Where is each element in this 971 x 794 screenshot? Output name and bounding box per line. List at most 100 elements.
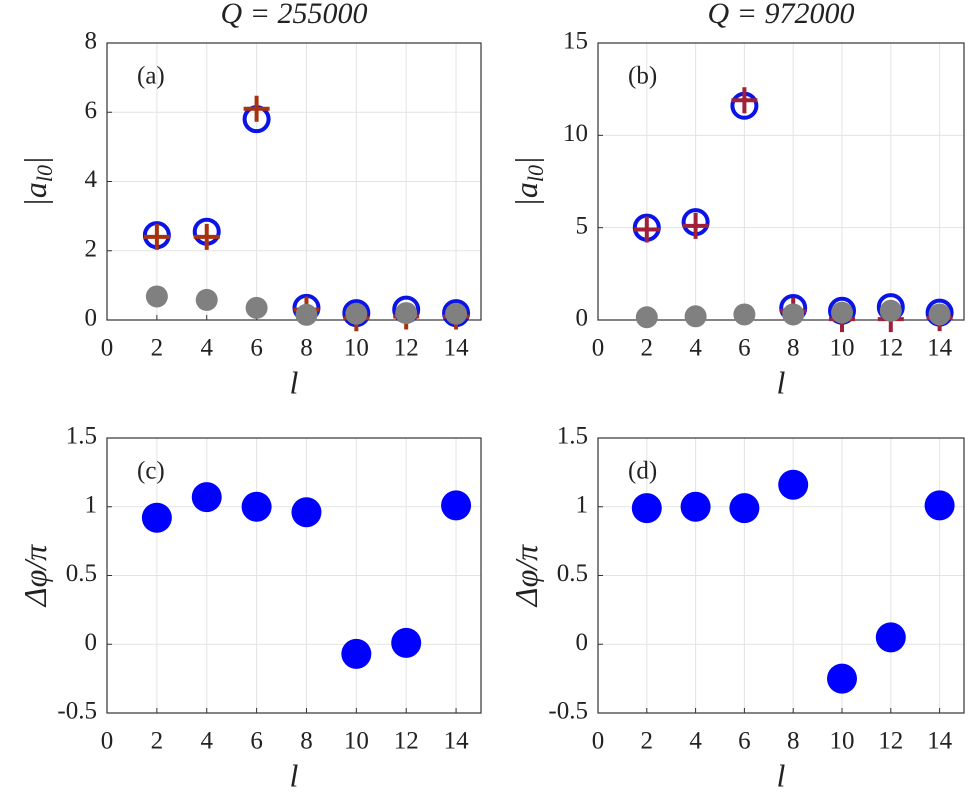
y-axis-label-part: |a	[508, 182, 544, 207]
y-axis-label-part: Δφ/π	[508, 544, 544, 608]
x-tick-label: 4	[689, 335, 702, 362]
y-axis-label-part: |	[17, 156, 53, 165]
y-tick-label: 0	[85, 305, 98, 332]
x-tick-label: 0	[592, 728, 605, 755]
y-axis-label: Δφ/π	[508, 544, 544, 608]
x-tick-label: 2	[151, 728, 164, 755]
y-tick-label: 5	[576, 212, 589, 239]
filled-circle-marker	[445, 302, 468, 325]
filled-circle-marker	[875, 622, 906, 653]
filled-circle-marker	[291, 497, 322, 528]
filled-circle-marker	[928, 303, 951, 326]
y-tick-label: 0	[576, 629, 589, 656]
plus-marker	[731, 87, 758, 114]
y-tick-label: 8	[85, 28, 98, 55]
y-axis-label: |al0|	[508, 156, 548, 207]
filled-circle-marker	[924, 490, 955, 521]
y-tick-label: 1	[576, 491, 589, 518]
x-tick-label: 12	[878, 335, 903, 362]
filled-circle-marker	[395, 302, 418, 325]
y-tick-label: -0.5	[548, 698, 588, 725]
x-tick-label: 2	[641, 335, 654, 362]
axes-box	[106, 437, 482, 714]
plus-marker	[682, 212, 709, 239]
x-tick-label: 14	[927, 335, 953, 362]
panel: 0 2 4 6 8 10 12 14 0 5 10 15 Q = 972000 l |al0| (b)	[508, 0, 965, 400]
filled-circle-marker	[345, 302, 368, 325]
x-tick-label: 10	[830, 728, 855, 755]
y-axis-label: Δφ/π	[17, 544, 53, 608]
axes-box	[597, 437, 965, 714]
y-axis-label-part: Δφ/π	[17, 544, 53, 608]
plus-marker	[143, 223, 170, 250]
filled-circle-marker	[295, 303, 318, 326]
x-tick-label: 10	[344, 335, 369, 362]
x-tick-label: 14	[927, 728, 953, 755]
x-tick-label: 10	[830, 335, 855, 362]
panel: 0 2 4 6 8 10 12 14 0 2 4 6 8 Q = 255000 l |al0| (a)	[17, 0, 482, 400]
axes-box	[106, 42, 482, 321]
x-axis-label: l	[290, 757, 299, 793]
y-axis-label-part: l0	[523, 165, 548, 182]
x-tick-label: 4	[200, 335, 213, 362]
plus-marker	[633, 216, 660, 243]
y-axis-label-part: |a	[17, 182, 53, 207]
plus-marker	[193, 223, 220, 250]
panel-label: (a)	[137, 63, 165, 90]
filled-circle-marker	[782, 303, 805, 326]
x-tick-label: 14	[444, 728, 470, 755]
filled-circle-marker	[879, 299, 902, 322]
y-tick-label: 0.5	[557, 560, 588, 587]
y-axis-label: |al0|	[17, 156, 57, 207]
filled-circle-marker	[441, 490, 472, 521]
x-tick-label: 6	[250, 728, 263, 755]
x-tick-label: 2	[641, 728, 654, 755]
y-tick-label: 10	[563, 120, 588, 147]
y-tick-label: -0.5	[57, 698, 97, 725]
y-tick-label: 1.5	[557, 423, 588, 450]
y-axis-label-part: l0	[32, 165, 57, 182]
filled-circle-marker	[827, 663, 857, 694]
filled-circle-marker	[778, 469, 809, 500]
x-tick-label: 8	[787, 728, 800, 755]
y-tick-label: 1.5	[66, 423, 97, 450]
filled-circle-marker	[635, 306, 658, 329]
x-tick-label: 8	[300, 335, 313, 362]
x-tick-label: 4	[200, 728, 213, 755]
axes-box	[597, 42, 965, 321]
y-tick-label: 0.5	[66, 560, 97, 587]
chart-title: Q = 972000	[708, 0, 855, 30]
plot-area	[598, 43, 964, 320]
filled-circle-marker	[191, 482, 222, 513]
y-tick-label: 15	[563, 28, 588, 55]
x-tick-label: 6	[250, 335, 263, 362]
y-axis-label-part: |	[508, 156, 544, 165]
filled-circle-marker	[733, 303, 756, 326]
x-axis-label: l	[777, 364, 786, 400]
panel-label: (c)	[137, 458, 165, 485]
filled-circle-marker	[680, 491, 711, 522]
y-tick-label: 2	[85, 235, 98, 262]
filled-circle-marker	[341, 638, 372, 669]
filled-circle-marker	[831, 301, 853, 324]
x-tick-label: 0	[101, 728, 114, 755]
filled-circle-marker	[729, 493, 760, 524]
filled-circle-marker	[684, 305, 707, 328]
x-tick-label: 0	[592, 335, 605, 362]
x-tick-label: 8	[300, 728, 313, 755]
x-tick-label: 12	[394, 335, 419, 362]
filled-circle-marker	[195, 288, 218, 311]
x-axis-label: l	[290, 364, 299, 400]
x-tick-label: 4	[689, 728, 702, 755]
y-tick-label: 1	[85, 491, 98, 518]
y-tick-label: 0	[576, 305, 589, 332]
chart-title: Q = 255000	[221, 0, 368, 30]
filled-circle-marker	[241, 491, 272, 522]
x-axis-label: l	[777, 757, 786, 793]
x-tick-label: 10	[344, 728, 369, 755]
filled-circle-marker	[391, 627, 422, 658]
x-tick-label: 0	[101, 335, 114, 362]
x-tick-label: 6	[738, 335, 751, 362]
x-tick-label: 14	[444, 335, 470, 362]
